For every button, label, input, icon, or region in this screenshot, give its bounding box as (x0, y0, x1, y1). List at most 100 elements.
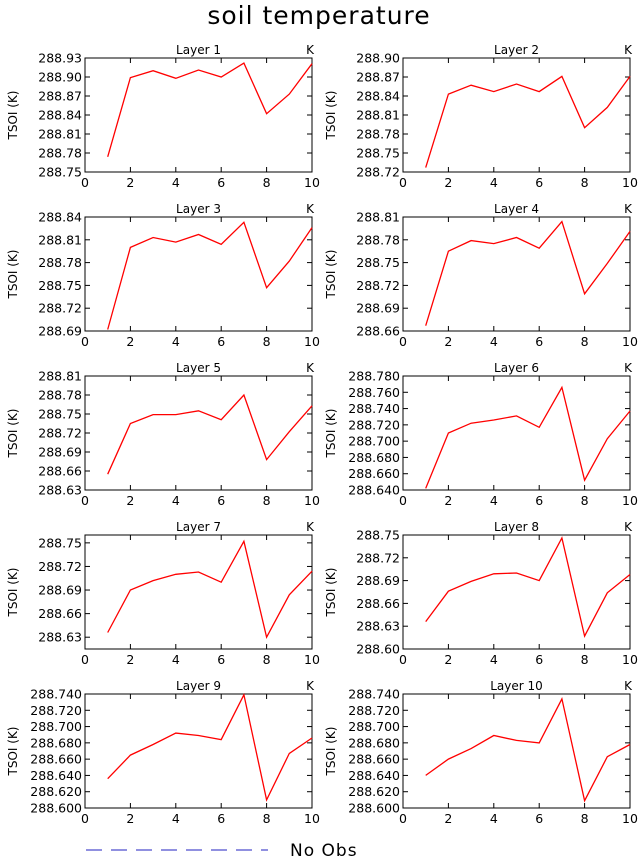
x-tick-label: 6 (535, 652, 543, 667)
y-tick-label: 288.720 (348, 703, 400, 718)
chart-panel: Layer 4 K TSOI (K) 288.66 288.69 288.72 288.75… (324, 202, 638, 349)
panel-title: Layer 2 (494, 43, 539, 57)
y-axis-label: TSOI (K) (6, 568, 20, 618)
y-tick-label: 288.69 (38, 583, 82, 598)
y-tick-label: 288.78 (38, 255, 82, 270)
panel-title: Layer 9 (176, 679, 221, 693)
x-tick-label: 6 (535, 493, 543, 508)
y-tick-label: 288.87 (356, 70, 400, 85)
y-tick-label: 288.680 (348, 450, 400, 465)
y-tick-label: 288.680 (348, 735, 400, 750)
y-axis-label: TSOI (K) (6, 250, 20, 300)
y-tick-label: 288.72 (38, 559, 82, 574)
y-tick-label: 288.660 (348, 466, 400, 481)
panel-title: Layer 1 (176, 43, 221, 57)
chart-panel: Layer 1 K TSOI (K) 288.75 288.78 288.81 288.84… (6, 43, 320, 190)
y-tick-label: 288.63 (356, 619, 400, 634)
y-tick-label: 288.69 (38, 445, 82, 460)
legend-label: No Obs (290, 841, 358, 857)
x-tick-label: 10 (304, 811, 320, 826)
series-line (107, 221, 313, 330)
x-tick-label: 0 (399, 175, 407, 190)
y-tick-label: 288.93 (38, 51, 82, 66)
x-tick-label: 10 (622, 652, 638, 667)
y-tick-label: 288.81 (356, 108, 400, 123)
series-line (425, 75, 631, 168)
x-tick-label: 6 (217, 811, 225, 826)
x-tick-label: 4 (490, 175, 498, 190)
y-tick-label: 288.66 (356, 596, 400, 611)
y-tick-label: 288.620 (348, 784, 400, 799)
x-tick-label: 2 (126, 334, 134, 349)
series-line (425, 536, 631, 638)
x-tick-label: 10 (304, 652, 320, 667)
x-tick-label: 2 (444, 334, 452, 349)
y-tick-label: 288.720 (30, 703, 82, 718)
y-tick-label: 288.66 (356, 324, 400, 339)
x-tick-label: 8 (581, 652, 589, 667)
x-tick-label: 8 (581, 493, 589, 508)
x-tick-label: 4 (172, 811, 180, 826)
x-tick-label: 2 (126, 493, 134, 508)
y-tick-label: 288.660 (30, 752, 82, 767)
y-tick-label: 288.78 (38, 388, 82, 403)
x-tick-label: 0 (81, 334, 89, 349)
x-tick-label: 6 (217, 652, 225, 667)
y-tick-label: 288.640 (348, 483, 400, 498)
x-tick-label: 2 (126, 652, 134, 667)
x-tick-label: 8 (263, 652, 271, 667)
y-axis-label: TSOI (K) (324, 91, 338, 141)
y-tick-label: 288.680 (30, 735, 82, 750)
panel-title: Layer 8 (494, 520, 539, 534)
y-tick-label: 288.81 (38, 369, 82, 384)
panel-unit: K (624, 202, 633, 216)
x-tick-label: 0 (399, 493, 407, 508)
x-tick-label: 10 (304, 493, 320, 508)
y-tick-label: 288.78 (356, 232, 400, 247)
series-line (425, 385, 631, 489)
y-tick-label: 288.81 (38, 127, 82, 142)
panel-unit: K (624, 520, 633, 534)
chart-panel: Layer 8 K TSOI (K) 288.60 288.63 288.66 288.69… (324, 520, 638, 667)
x-tick-label: 8 (263, 493, 271, 508)
panel-unit: K (624, 43, 633, 57)
y-tick-label: 288.740 (30, 687, 82, 702)
x-tick-label: 8 (581, 334, 589, 349)
y-tick-label: 288.78 (356, 127, 400, 142)
plot-frame (84, 534, 313, 650)
y-tick-label: 288.60 (356, 642, 400, 657)
y-axis-label: TSOI (K) (324, 727, 338, 777)
y-tick-label: 288.63 (38, 483, 82, 498)
panel-unit: K (624, 679, 633, 693)
x-tick-label: 2 (126, 811, 134, 826)
y-tick-label: 288.75 (38, 165, 82, 180)
x-tick-label: 0 (81, 811, 89, 826)
y-tick-label: 288.700 (30, 719, 82, 734)
series-line (107, 539, 313, 640)
y-tick-label: 288.81 (356, 210, 400, 225)
x-tick-label: 8 (263, 334, 271, 349)
panel-unit: K (624, 361, 633, 375)
x-tick-label: 0 (399, 334, 407, 349)
y-tick-label: 288.600 (348, 801, 400, 816)
y-tick-label: 288.81 (38, 232, 82, 247)
x-tick-label: 4 (490, 334, 498, 349)
x-tick-label: 10 (622, 334, 638, 349)
chart-panel: Layer 5 K TSOI (K) 288.63 288.66 288.69 288.72… (6, 361, 320, 508)
x-tick-label: 2 (444, 493, 452, 508)
panel-unit: K (306, 361, 315, 375)
y-tick-label: 288.90 (356, 51, 400, 66)
x-tick-label: 6 (535, 175, 543, 190)
y-tick-label: 288.75 (38, 278, 82, 293)
panel-title: Layer 5 (176, 361, 221, 375)
y-axis-label: TSOI (K) (6, 91, 20, 141)
y-tick-label: 288.760 (348, 385, 400, 400)
plot-frame (402, 534, 631, 650)
series-line (425, 697, 631, 803)
y-tick-label: 288.780 (348, 369, 400, 384)
series-line (425, 220, 631, 326)
series-line (107, 692, 313, 802)
x-tick-label: 0 (399, 811, 407, 826)
